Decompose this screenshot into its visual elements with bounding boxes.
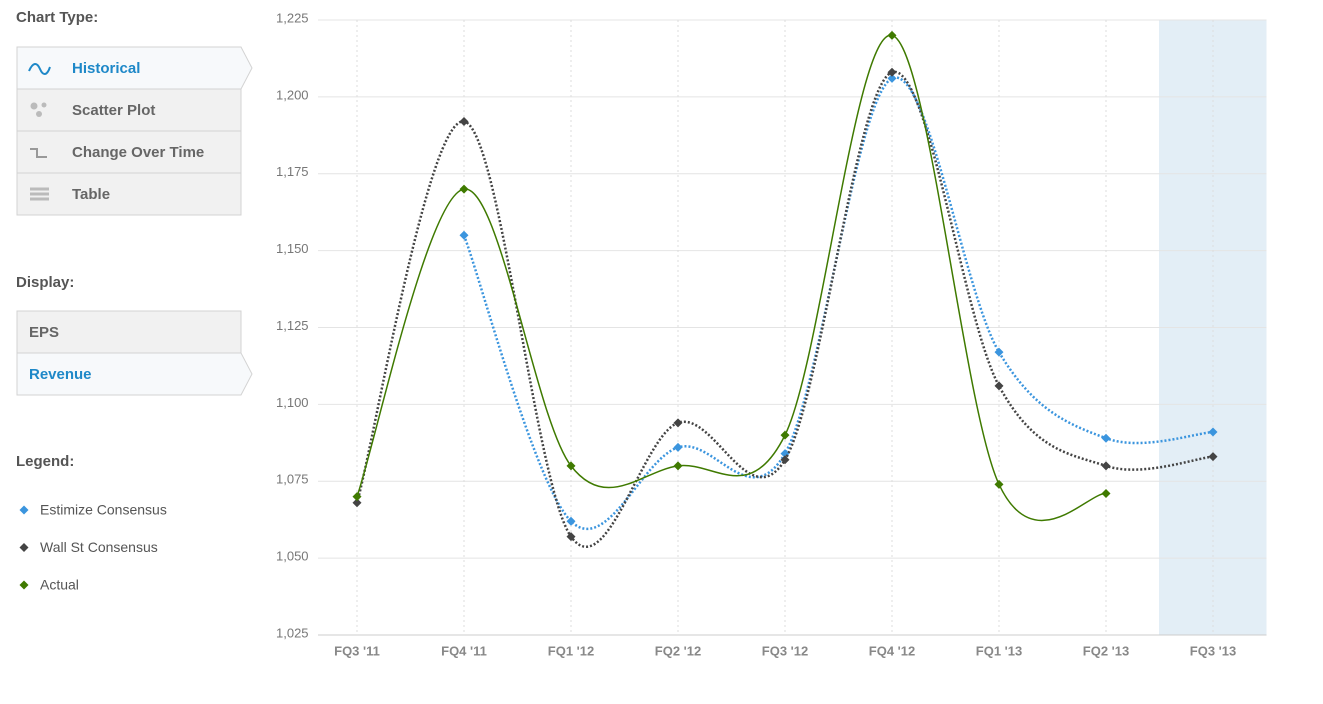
series-marker xyxy=(887,30,897,40)
series-marker xyxy=(887,67,897,77)
y-tick-label: 1,200 xyxy=(276,87,309,102)
series-marker xyxy=(1208,452,1218,462)
chart-type-button[interactable] xyxy=(16,46,253,90)
y-tick-label: 1,075 xyxy=(276,472,309,487)
chart-type-button-label: Historical xyxy=(72,60,140,77)
series-marker xyxy=(1208,427,1218,437)
y-tick-label: 1,150 xyxy=(276,241,309,256)
legend-label: Estimize Consensus xyxy=(40,502,167,518)
series-marker xyxy=(459,116,469,126)
series-marker xyxy=(673,418,683,428)
series-marker xyxy=(780,430,790,440)
series-marker xyxy=(673,461,683,471)
legend-marker xyxy=(19,543,29,552)
series-line xyxy=(356,34,1107,522)
chart-type-button-label: Scatter Plot xyxy=(72,102,155,119)
x-tick-label: FQ3 '12 xyxy=(762,643,808,658)
display-button-label: EPS xyxy=(29,324,59,341)
heading: Legend: xyxy=(16,453,74,470)
series-marker xyxy=(566,516,576,526)
series-marker xyxy=(994,347,1004,357)
x-tick-label: FQ1 '13 xyxy=(976,643,1022,658)
icon xyxy=(30,197,49,201)
series-marker xyxy=(994,381,1004,391)
heading: Display: xyxy=(16,274,74,291)
display-button[interactable] xyxy=(16,352,253,396)
x-tick-label: FQ3 '13 xyxy=(1190,643,1236,658)
icon xyxy=(28,63,51,75)
series-marker xyxy=(887,73,897,83)
legend-marker xyxy=(19,505,29,515)
x-tick-label: FQ2 '12 xyxy=(655,643,701,658)
series-marker xyxy=(1101,489,1111,499)
legend-marker xyxy=(19,580,29,590)
x-tick-label: FQ3 '11 xyxy=(334,643,380,658)
series-marker xyxy=(352,498,362,508)
series-marker xyxy=(352,492,362,502)
y-tick-label: 1,100 xyxy=(276,395,309,410)
y-tick-label: 1,225 xyxy=(276,10,309,25)
icon xyxy=(30,187,49,191)
series-marker xyxy=(1101,433,1111,443)
icon xyxy=(36,111,42,117)
x-tick-label: FQ4 '12 xyxy=(869,643,915,658)
series-marker xyxy=(673,442,683,452)
legend-label: Actual xyxy=(40,577,79,593)
y-tick-label: 1,025 xyxy=(276,625,309,640)
icon xyxy=(41,102,47,108)
x-tick-label: FQ4 '11 xyxy=(441,643,487,658)
icon xyxy=(30,148,47,158)
y-tick-label: 1,125 xyxy=(276,318,309,333)
heading: Chart Type: xyxy=(16,9,98,26)
series-marker xyxy=(459,184,469,194)
chart-type-button-label: Change Over Time xyxy=(72,144,204,161)
series-line xyxy=(462,76,1214,531)
series-marker xyxy=(1101,461,1111,471)
y-tick-label: 1,050 xyxy=(276,549,309,564)
display-button-label: Revenue xyxy=(29,366,92,383)
icon xyxy=(30,102,38,110)
series-marker xyxy=(459,230,469,240)
x-tick-label: FQ1 '12 xyxy=(548,643,594,658)
icon xyxy=(30,192,49,196)
series-marker xyxy=(780,455,790,465)
series-line xyxy=(355,70,1214,548)
series-marker xyxy=(566,461,576,471)
legend-label: Wall St Consensus xyxy=(40,539,158,555)
chart-type-button[interactable] xyxy=(16,172,242,216)
series-marker xyxy=(994,479,1004,489)
x-tick-label: FQ2 '13 xyxy=(1083,643,1129,658)
y-tick-label: 1,175 xyxy=(276,164,309,179)
series-marker xyxy=(566,532,576,542)
chart-type-button-label: Table xyxy=(72,186,110,203)
